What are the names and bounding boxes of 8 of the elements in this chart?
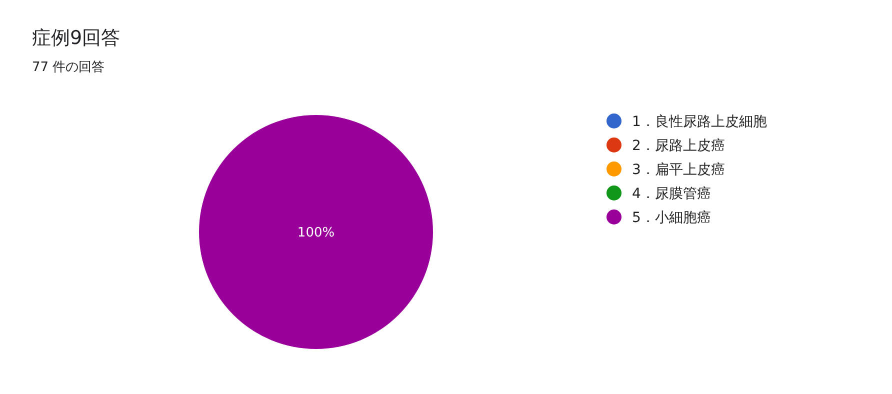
text: 77 件の回答 xyxy=(32,60,105,75)
legend-label: 1．良性尿路上皮細胞 xyxy=(632,114,767,130)
legend-label: 2．尿路上皮癌 xyxy=(632,138,725,154)
data-label: 100% xyxy=(297,226,335,241)
chart-title: 症例9回答 xyxy=(32,27,120,49)
legend-label: 5．小細胞癌 xyxy=(632,210,711,226)
legend-label: 4．尿膜管癌 xyxy=(632,186,711,202)
legend-label: 3．扁平上皮癌 xyxy=(632,162,725,178)
